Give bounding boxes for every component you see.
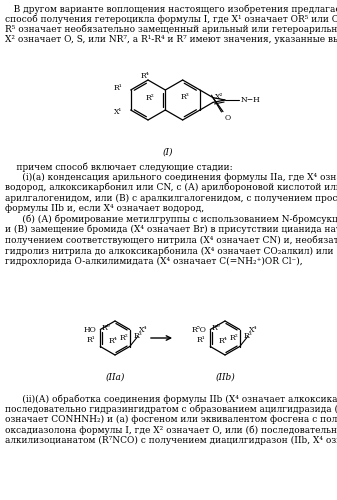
Text: R⁴: R⁴ — [109, 337, 117, 345]
Text: (I): (I) — [163, 148, 173, 157]
Text: R³: R³ — [180, 93, 189, 101]
Text: R⁵ означает необязательно замещенный арильный или гетероарильный остаток,: R⁵ означает необязательно замещенный ари… — [5, 25, 337, 34]
Text: (б) (А) бромирование метилгруппы с использованием N-бромсукцинимида: (б) (А) бромирование метилгруппы с испол… — [5, 214, 337, 224]
Text: последовательно гидразингидратом с образованием ацилгидразида (IIb, X⁴: последовательно гидразингидратом с образ… — [5, 404, 337, 414]
Text: R⁴: R⁴ — [219, 337, 227, 345]
Text: алкилизоцианатом (R⁷NCO) с получением диацилгидразон (IIb, X⁴ означает: алкилизоцианатом (R⁷NCO) с получением ди… — [5, 436, 337, 445]
Text: R¹: R¹ — [196, 336, 205, 344]
Text: X²: X² — [215, 94, 223, 102]
Text: получением соответствующего нитрила (X⁴ означает CN) и, необязательно, (С): получением соответствующего нитрила (X⁴ … — [5, 236, 337, 245]
Text: X⁴: X⁴ — [139, 326, 147, 334]
Text: формулы IIb и, если X⁴ означает водород,: формулы IIb и, если X⁴ означает водород, — [5, 204, 204, 213]
Text: R⁵: R⁵ — [211, 324, 220, 332]
Text: гидрохлорида O-алкилимидата (X⁴ означает C(=NH₂⁺)OR Cl⁻),: гидрохлорида O-алкилимидата (X⁴ означает… — [5, 256, 303, 266]
Text: означает CONHNH₂) и (а) фосгеном или эквивалентом фосгена с получением: означает CONHNH₂) и (а) фосгеном или экв… — [5, 415, 337, 424]
Text: (i)(а) конденсация арильного соединения формулы IIа, где X⁴ означает: (i)(а) конденсация арильного соединения … — [5, 172, 337, 182]
Text: оксадиазолона формулы I, где X² означает O, или (б) последовательно: оксадиазолона формулы I, где X² означает… — [5, 426, 337, 435]
Text: R²: R² — [146, 94, 154, 102]
Text: X¹: X¹ — [114, 108, 123, 116]
Text: R⁵: R⁵ — [101, 324, 110, 332]
Text: (IIb): (IIb) — [215, 373, 235, 382]
Text: R⁴: R⁴ — [141, 72, 149, 80]
Text: R³: R³ — [134, 332, 143, 340]
Text: R¹: R¹ — [87, 336, 95, 344]
Text: способ получения гетероцикла формулы I, где X¹ означает OR⁵ или OCH₂R⁵, и: способ получения гетероцикла формулы I, … — [5, 14, 337, 24]
Text: В другом варианте воплощения настоящего изобретения предлагается: В другом варианте воплощения настоящего … — [5, 4, 337, 14]
Text: причем способ включает следующие стадии:: причем способ включает следующие стадии: — [5, 162, 233, 172]
Text: O: O — [225, 114, 231, 122]
Text: (ii)(А) обработка соединения формулы IIb (X⁴ означает алкоксикарбонил): (ii)(А) обработка соединения формулы IIb… — [5, 394, 337, 404]
Text: R⁵O: R⁵O — [191, 326, 206, 334]
Text: X² означает O, S, или NR⁷, а R¹-R⁴ и R⁷ имеют значения, указанные выше.: X² означает O, S, или NR⁷, а R¹-R⁴ и R⁷ … — [5, 36, 337, 44]
Text: R²: R² — [119, 334, 128, 342]
Text: и (В) замещение бромида (X⁴ означает Br) в присутствии цианида натрия с: и (В) замещение бромида (X⁴ означает Br)… — [5, 225, 337, 234]
Text: R¹: R¹ — [114, 84, 123, 92]
Text: арилгалогенидом, или (В) с аралкилгалогенидом, с получением простого эфира: арилгалогенидом, или (В) с аралкилгалоге… — [5, 194, 337, 202]
Text: гидролиз нитрила до алкоксикарбонила (X⁴ означает CO₂алкил) или: гидролиз нитрила до алкоксикарбонила (X⁴… — [5, 246, 334, 256]
Text: водород, алкоксикарбонил или CN, с (А) арилбороновой кислотой или: водород, алкоксикарбонил или CN, с (А) а… — [5, 183, 337, 192]
Text: R³: R³ — [244, 332, 252, 340]
Text: HO: HO — [84, 326, 96, 334]
Text: N−H: N−H — [241, 96, 261, 104]
Text: X⁴: X⁴ — [249, 326, 257, 334]
Text: (IIа): (IIа) — [105, 373, 125, 382]
Text: R²: R² — [229, 334, 238, 342]
